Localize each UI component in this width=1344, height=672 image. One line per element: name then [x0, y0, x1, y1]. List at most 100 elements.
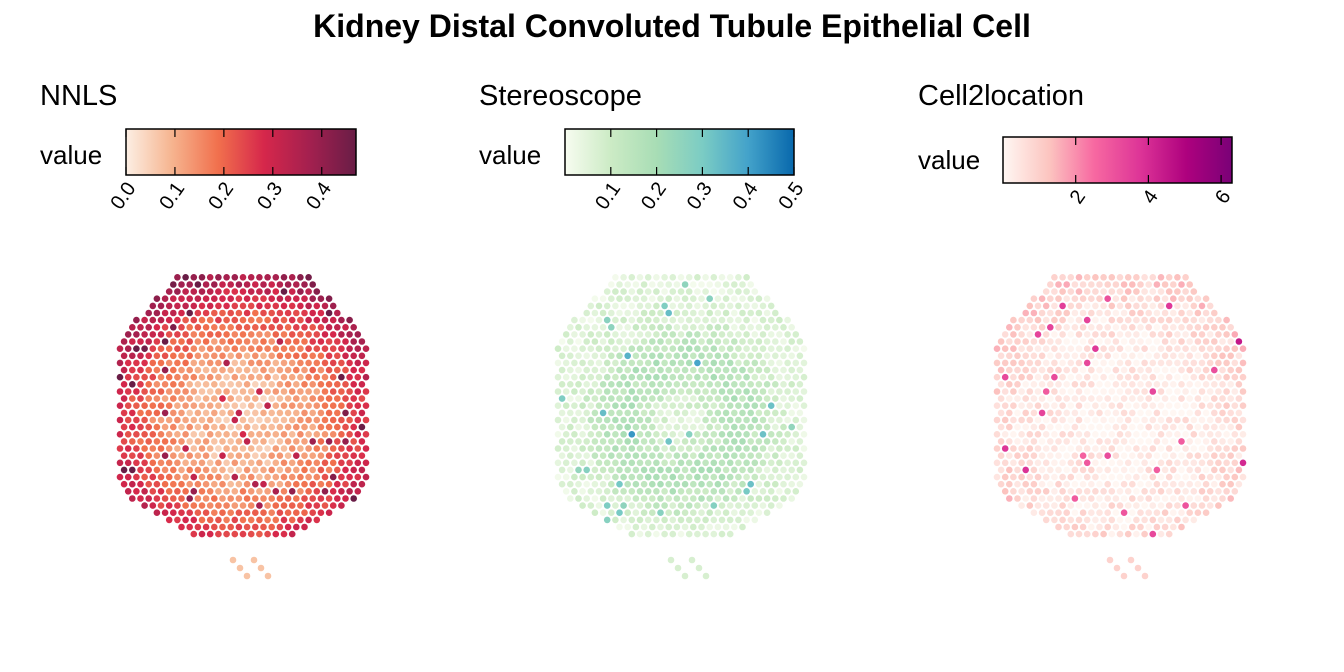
spot [141, 316, 148, 324]
spot [583, 409, 590, 417]
spot [260, 281, 267, 288]
spot [165, 388, 173, 395]
spot [657, 480, 664, 488]
spot [1215, 373, 1222, 381]
spot [624, 438, 631, 445]
spot [1059, 488, 1066, 495]
spot [571, 459, 578, 467]
spot [665, 309, 672, 317]
spot [129, 452, 136, 460]
spot [681, 423, 689, 431]
spot [297, 359, 304, 367]
spot [665, 466, 672, 474]
spot [1038, 324, 1046, 331]
spot [174, 431, 181, 438]
spot [1129, 281, 1136, 288]
spot [739, 338, 746, 345]
spot [247, 331, 255, 338]
spot [636, 331, 644, 338]
spot [690, 395, 697, 402]
spot [231, 274, 239, 281]
spot [260, 495, 267, 502]
spot [1079, 466, 1087, 474]
spot [198, 502, 206, 509]
spot [714, 281, 722, 288]
spot [272, 473, 280, 481]
spot [1227, 495, 1234, 502]
spot [997, 395, 1005, 402]
spot [571, 416, 578, 424]
spot [743, 473, 750, 481]
spot [178, 295, 185, 303]
spot [1014, 338, 1021, 345]
spot [1112, 438, 1120, 445]
spot [1161, 480, 1169, 488]
spot [1215, 459, 1222, 467]
spot [722, 438, 730, 445]
spot [1223, 345, 1230, 353]
spot [1129, 495, 1136, 502]
spot [141, 345, 148, 353]
spot [1059, 516, 1066, 524]
spot [726, 431, 734, 438]
spot [325, 366, 333, 374]
spot [202, 281, 210, 288]
spot [772, 452, 779, 460]
spot [161, 452, 169, 460]
spot [170, 438, 177, 445]
spot [284, 509, 292, 516]
spot [579, 402, 586, 410]
spot [747, 495, 754, 502]
spot [1145, 381, 1152, 388]
spot [157, 359, 165, 367]
spot [211, 466, 218, 474]
spot [677, 473, 685, 481]
spot [784, 316, 791, 324]
spot [165, 445, 173, 452]
spot [587, 402, 595, 410]
spot [1202, 352, 1210, 360]
spot [1170, 309, 1177, 317]
spot [1092, 359, 1099, 367]
spot [772, 423, 779, 431]
spot [1129, 324, 1136, 331]
spot [280, 402, 288, 410]
spot [796, 438, 804, 445]
spot [1129, 338, 1136, 345]
spot [1174, 516, 1181, 524]
spot [215, 316, 222, 324]
spot [1063, 395, 1070, 402]
spot [1051, 331, 1058, 338]
spot [1231, 416, 1239, 424]
spot [1079, 409, 1087, 417]
spot [182, 373, 189, 381]
spot [665, 281, 672, 288]
spot [129, 324, 136, 331]
spot [211, 495, 218, 502]
spot [694, 359, 701, 367]
spot [362, 402, 370, 410]
spot [673, 324, 681, 331]
spot [1223, 416, 1230, 424]
spot [243, 452, 251, 460]
spot [1194, 395, 1202, 402]
spot [763, 366, 771, 374]
spot [767, 359, 775, 367]
spot [628, 288, 636, 295]
spot [1059, 473, 1066, 481]
spot [1014, 423, 1021, 431]
spot [1219, 395, 1226, 402]
spot [653, 316, 660, 324]
spot [350, 466, 358, 474]
spot [239, 388, 247, 395]
spot [182, 473, 189, 481]
spot [780, 438, 787, 445]
spot [731, 423, 738, 431]
spot [1178, 495, 1185, 502]
spot [800, 431, 808, 438]
spot [1178, 466, 1185, 474]
spot [346, 373, 353, 381]
spot [317, 495, 325, 502]
spot [1149, 302, 1157, 310]
spot [276, 281, 284, 288]
